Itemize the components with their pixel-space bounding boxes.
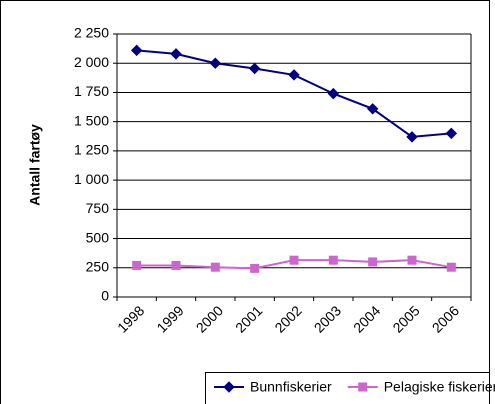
y-tick-label: 1 250 [74,142,109,158]
data-point [366,103,379,115]
y-tick-label: 500 [86,229,110,245]
data-point [445,127,458,140]
legend-marker [358,382,368,392]
y-tick-label: 250 [86,258,110,274]
y-tick-label: 2 250 [74,25,109,41]
data-point [446,262,456,272]
data-point [288,69,300,81]
data-point [327,87,340,100]
data-point [289,255,299,265]
y-axis-label: Antall fartøy [27,124,43,206]
y-tick-label: 750 [86,200,110,216]
data-point [248,62,261,75]
data-point [170,48,182,60]
data-point [132,260,142,270]
data-point [210,262,220,272]
data-point [130,44,143,57]
y-tick-label: 1 500 [74,112,109,128]
data-point [407,255,417,265]
data-point [209,57,222,69]
data-point [406,131,418,143]
legend-label: Pelagiske fiskerier [384,379,495,395]
data-point [328,255,338,265]
y-tick-label: 1 000 [74,171,109,187]
legend-label: Bunnfiskerier [250,379,332,395]
legend-box [205,372,490,404]
y-tick-label: 2 000 [74,54,109,70]
y-tick-label: 1 750 [74,83,109,99]
y-tick-label: 0 [101,288,109,304]
legend-marker [223,381,235,393]
data-point [171,260,181,270]
data-point [368,257,378,267]
data-point [250,263,260,273]
